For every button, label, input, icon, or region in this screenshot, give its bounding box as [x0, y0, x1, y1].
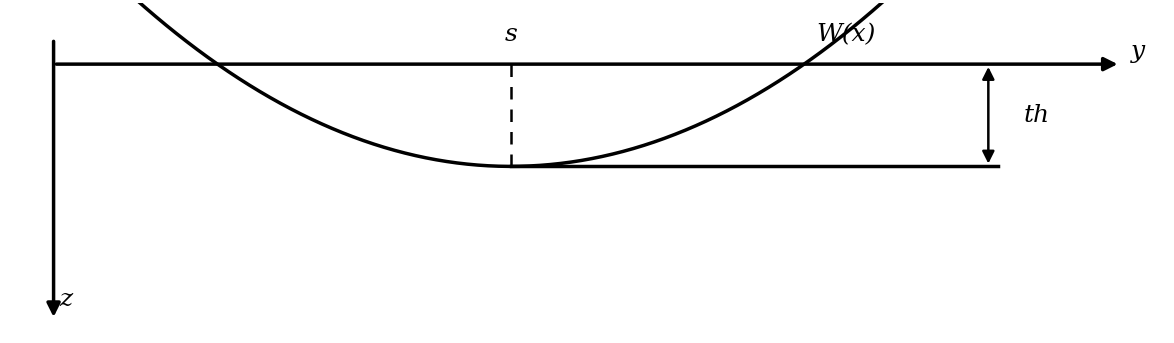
Text: z: z — [59, 288, 73, 311]
Text: W(x): W(x) — [816, 23, 876, 46]
Text: y: y — [1131, 40, 1145, 63]
Text: th: th — [1024, 104, 1050, 127]
Text: s: s — [505, 23, 518, 46]
